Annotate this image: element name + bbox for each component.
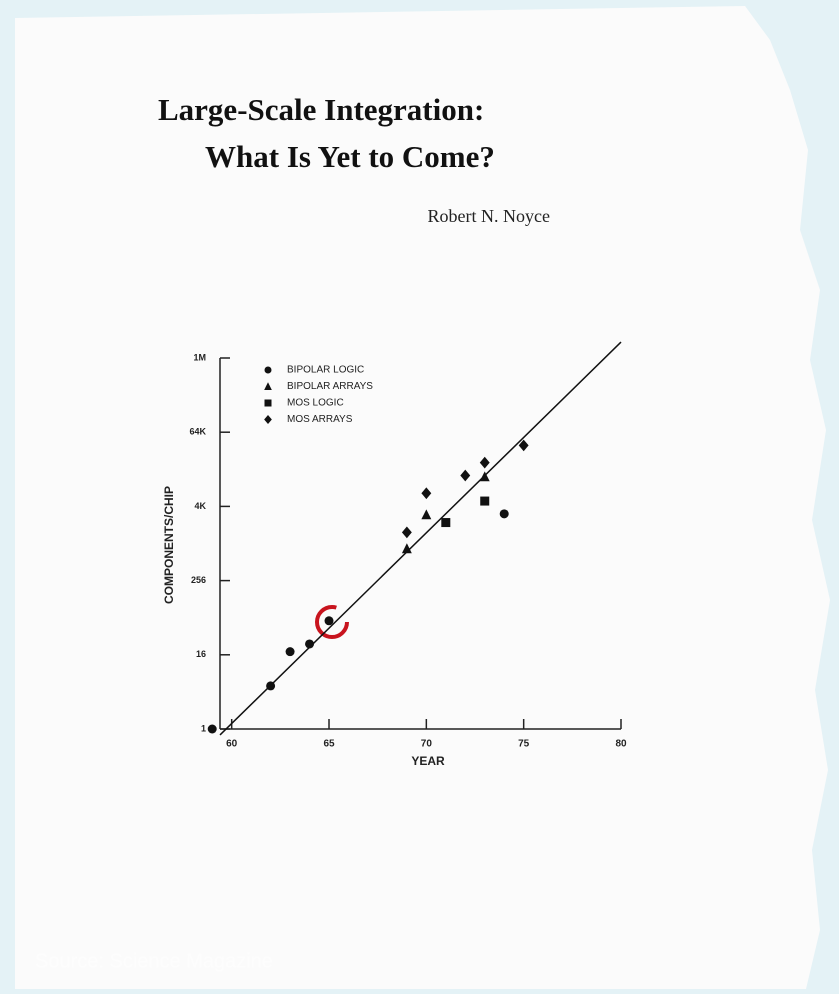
author: Robert N. Noyce bbox=[428, 206, 550, 226]
marker bbox=[305, 639, 315, 649]
x-tick-label: 65 bbox=[323, 739, 335, 750]
y-tick-label: 256 bbox=[191, 575, 206, 585]
x-tick-label: 70 bbox=[421, 739, 433, 750]
marker bbox=[266, 681, 276, 691]
legend-marker bbox=[264, 366, 272, 374]
x-tick-label: 60 bbox=[226, 739, 238, 750]
paper bbox=[15, 6, 830, 989]
marker bbox=[480, 496, 490, 506]
legend-label: BIPOLAR LOGIC bbox=[287, 365, 364, 376]
marker bbox=[285, 647, 295, 657]
marker bbox=[499, 509, 509, 519]
marker bbox=[401, 526, 412, 539]
legend-marker bbox=[264, 414, 272, 425]
marker bbox=[441, 518, 451, 528]
legend-marker bbox=[264, 382, 272, 390]
marker bbox=[421, 509, 432, 520]
y-axis-label: COMPONENTS/CHIP bbox=[162, 486, 176, 604]
title-line: What Is Yet to Come? bbox=[205, 139, 495, 174]
marker bbox=[401, 543, 412, 554]
legend-label: MOS ARRAYS bbox=[287, 414, 353, 425]
y-tick-label: 64K bbox=[189, 427, 206, 437]
highlight-circle bbox=[315, 605, 349, 639]
x-tick-label: 80 bbox=[615, 739, 627, 750]
y-tick-label: 16 bbox=[196, 649, 206, 659]
marker bbox=[479, 471, 490, 482]
marker bbox=[324, 616, 334, 626]
y-tick-label: 1M bbox=[193, 352, 206, 362]
marker bbox=[207, 724, 217, 734]
legend-label: BIPOLAR ARRAYS bbox=[287, 381, 373, 392]
legend-label: MOS LOGIC bbox=[287, 398, 344, 409]
legend-marker bbox=[264, 399, 272, 407]
y-tick-label: 1 bbox=[201, 723, 206, 733]
marker bbox=[518, 439, 529, 452]
x-tick-label: 75 bbox=[518, 739, 530, 750]
title-line: Large-Scale Integration: bbox=[158, 92, 484, 127]
y-tick-label: 4K bbox=[194, 501, 206, 511]
trend-line bbox=[219, 341, 622, 736]
marker bbox=[479, 456, 490, 469]
marker bbox=[460, 469, 471, 482]
source: Source: Science Magazine bbox=[35, 950, 273, 972]
marker bbox=[421, 487, 432, 500]
x-axis-label: YEAR bbox=[411, 754, 445, 768]
